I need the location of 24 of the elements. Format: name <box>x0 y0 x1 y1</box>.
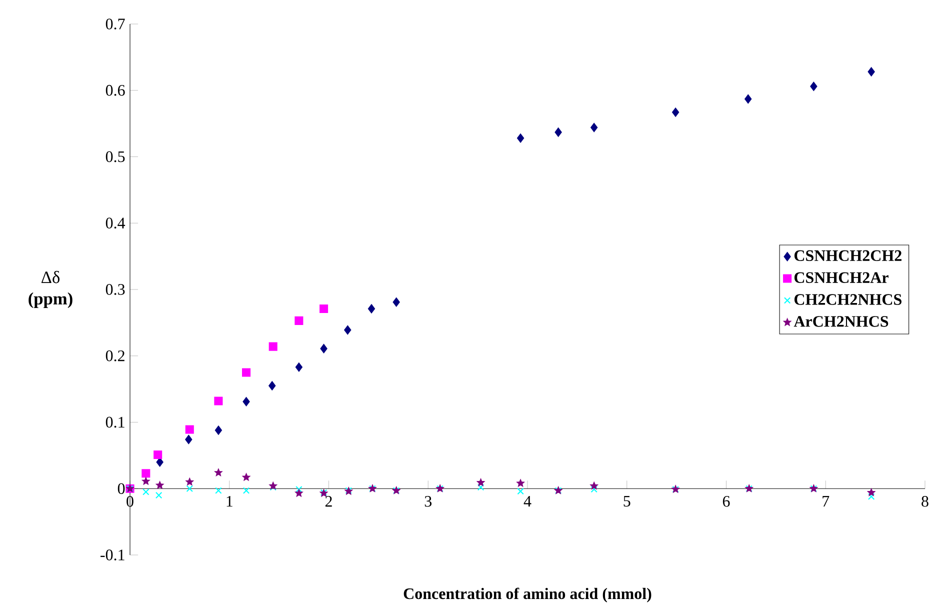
x-tick-label: 5 <box>624 496 630 507</box>
y-tick-label: 0.2 <box>106 350 124 362</box>
x-axis-title: Concentration of amino acid (mmol) <box>404 588 652 602</box>
y-tick-label: 0.5 <box>106 151 125 162</box>
legend-label: CH2CH2NHCS <box>794 294 902 305</box>
legend-label: ArCH2NHCS <box>794 316 888 327</box>
x-tick-label: 1 <box>226 496 232 507</box>
legend-label: CSNHCH2CH2 <box>794 250 902 262</box>
legend-label: CSNHCH2Ar <box>794 272 888 283</box>
x-tick-label: 7 <box>822 496 830 506</box>
x-tick-label: 2 <box>325 496 332 507</box>
y-axis-title: Δδ (ppm) <box>28 270 72 308</box>
y-tick-label: 0.3 <box>106 284 125 295</box>
y-tick-label: 0 <box>118 483 125 494</box>
x-tick-label: 3 <box>424 496 432 507</box>
y-tick-label: -0.1 <box>100 550 124 560</box>
x-tick-label: 6 <box>722 496 730 507</box>
y-tick-label: 0.1 <box>106 416 124 428</box>
y-tick-label: 0.4 <box>106 218 126 229</box>
x-tick-label: 4 <box>524 496 532 507</box>
y-tick-label: 0.7 <box>106 18 125 30</box>
y-tick-label: 0.6 <box>106 84 125 96</box>
x-tick-label: 8 <box>922 496 928 507</box>
x-tick-label: 0 <box>126 496 134 507</box>
